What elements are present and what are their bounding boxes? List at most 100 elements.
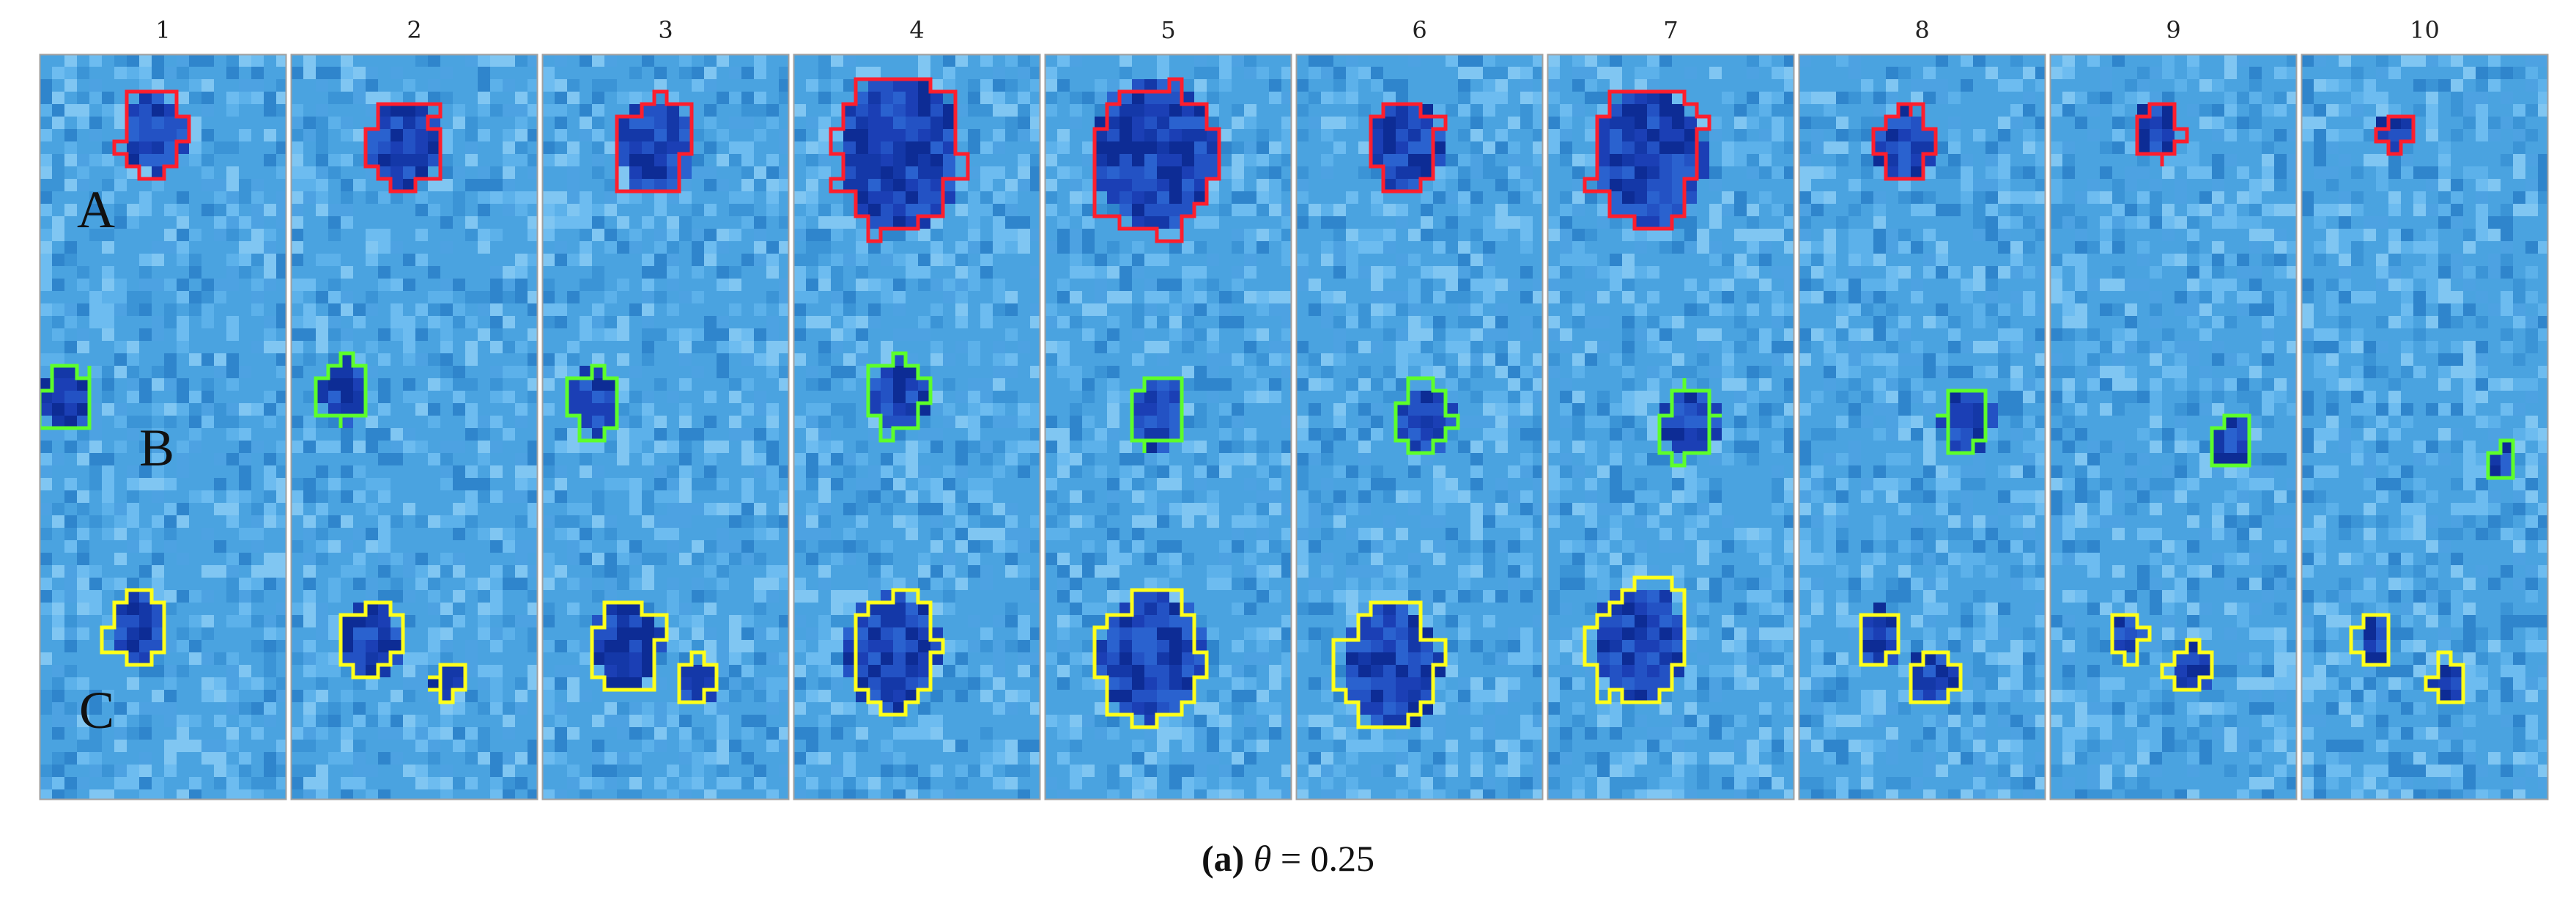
contour-yellow: [2110, 613, 2152, 667]
blob-c: [2424, 650, 2465, 704]
contour-green: [1936, 388, 1988, 455]
caption-label: (a): [1201, 838, 1245, 879]
blob-b: [565, 364, 619, 443]
frame-label: 3: [658, 16, 673, 44]
contour-red: [829, 77, 970, 243]
blob-c: [2349, 613, 2391, 667]
contour-yellow: [2349, 613, 2391, 667]
blob-a: [1369, 102, 1448, 194]
contour-yellow: [338, 600, 405, 680]
blob-b: [866, 351, 933, 443]
blob-a: [829, 77, 970, 243]
contour-red: [1871, 102, 1938, 181]
frame-3: [541, 54, 790, 800]
noise-texture: [2301, 54, 2548, 800]
frame-6: [1295, 54, 1544, 800]
contour-red: [363, 102, 443, 194]
blob-b: [40, 364, 92, 430]
blob-a: [1583, 89, 1711, 231]
frame-border: [1547, 54, 1795, 800]
contour-red: [1583, 89, 1711, 231]
region-label-b: B: [139, 419, 174, 477]
blob-c: [1859, 603, 1900, 667]
contour-yellow: [428, 663, 467, 704]
contour-red: [1369, 102, 1448, 194]
blob-a: [1871, 102, 1938, 181]
blob-b: [1657, 378, 1722, 468]
contour-red: [2135, 102, 2189, 166]
blob-b: [1394, 376, 1460, 455]
frame-border: [541, 54, 790, 800]
frame-label: 1: [155, 16, 170, 44]
blob-b: [1130, 376, 1184, 453]
contour-yellow: [590, 600, 669, 692]
contour-yellow: [1583, 575, 1687, 704]
contour-red: [615, 89, 694, 194]
blob-c: [2160, 638, 2214, 692]
frame-4: [793, 54, 1041, 800]
region-label-c: C: [79, 681, 114, 740]
blob-c: [2110, 613, 2152, 667]
contour-yellow: [2160, 638, 2214, 692]
blob-a: [2135, 102, 2189, 166]
noise-texture: [542, 54, 789, 800]
contour-yellow: [854, 588, 945, 717]
contour-yellow: [677, 650, 719, 704]
blob-c: [428, 663, 467, 704]
frame-8: [1798, 54, 2046, 800]
frame-label: 2: [407, 16, 421, 44]
contour-red: [2374, 114, 2416, 156]
blob-c: [1092, 588, 1209, 729]
contour-green: [40, 364, 92, 430]
frames-layer: [39, 54, 2549, 800]
caption-value: = 0.25: [1280, 838, 1375, 879]
blob-b: [1936, 388, 1998, 455]
frame-1: [39, 54, 287, 800]
frame-border: [1044, 54, 1292, 800]
contour-green: [2486, 438, 2515, 480]
caption-symbol: θ: [1253, 838, 1272, 879]
frame-label: 4: [909, 16, 924, 44]
contour-green: [866, 351, 933, 443]
blob-a: [112, 89, 191, 181]
frame-border: [290, 54, 538, 800]
frame-2: [290, 54, 538, 800]
frame-5: [1044, 54, 1292, 800]
frame-labels: 1 2 3 4 5 6 7 8 9 10: [155, 16, 2440, 44]
contour-green: [1394, 376, 1460, 455]
contour-green: [2210, 413, 2251, 468]
blob-b: [2210, 413, 2251, 468]
frame-border: [39, 54, 287, 800]
frame-7: [1547, 54, 1795, 800]
blob-c: [1909, 650, 1963, 704]
noise-texture: [40, 54, 286, 800]
frames-figure: 1 2 3 4 5 6 7 8 9 10 A B C: [39, 16, 2549, 800]
frame-9: [2049, 54, 2298, 800]
blob-c: [677, 650, 719, 704]
frame-border: [2049, 54, 2298, 800]
blob-c: [338, 600, 405, 680]
contour-yellow: [1909, 650, 1963, 704]
blob-c: [1583, 575, 1687, 704]
contour-yellow: [100, 588, 166, 667]
contour-green: [565, 364, 619, 443]
frame-label: 10: [2410, 16, 2440, 44]
contour-green: [1130, 376, 1184, 453]
blob-a: [2374, 114, 2416, 156]
figure-caption: (a) θ = 0.25: [0, 837, 2576, 880]
contour-red: [1092, 77, 1221, 243]
blob-c: [100, 588, 166, 667]
contour-yellow: [1859, 613, 1900, 667]
blob-c: [843, 588, 945, 717]
noise-texture: [2050, 54, 2297, 800]
contour-red: [112, 89, 191, 181]
frame-label: 9: [2166, 16, 2180, 44]
frame-label: 6: [1412, 16, 1426, 44]
blob-a: [363, 102, 443, 194]
contour-green: [314, 351, 368, 428]
noise-texture: [291, 54, 538, 800]
frame-10: [2301, 54, 2549, 800]
frame-border: [1295, 54, 1544, 800]
blob-c: [590, 600, 669, 692]
frame-border: [1798, 54, 2046, 800]
